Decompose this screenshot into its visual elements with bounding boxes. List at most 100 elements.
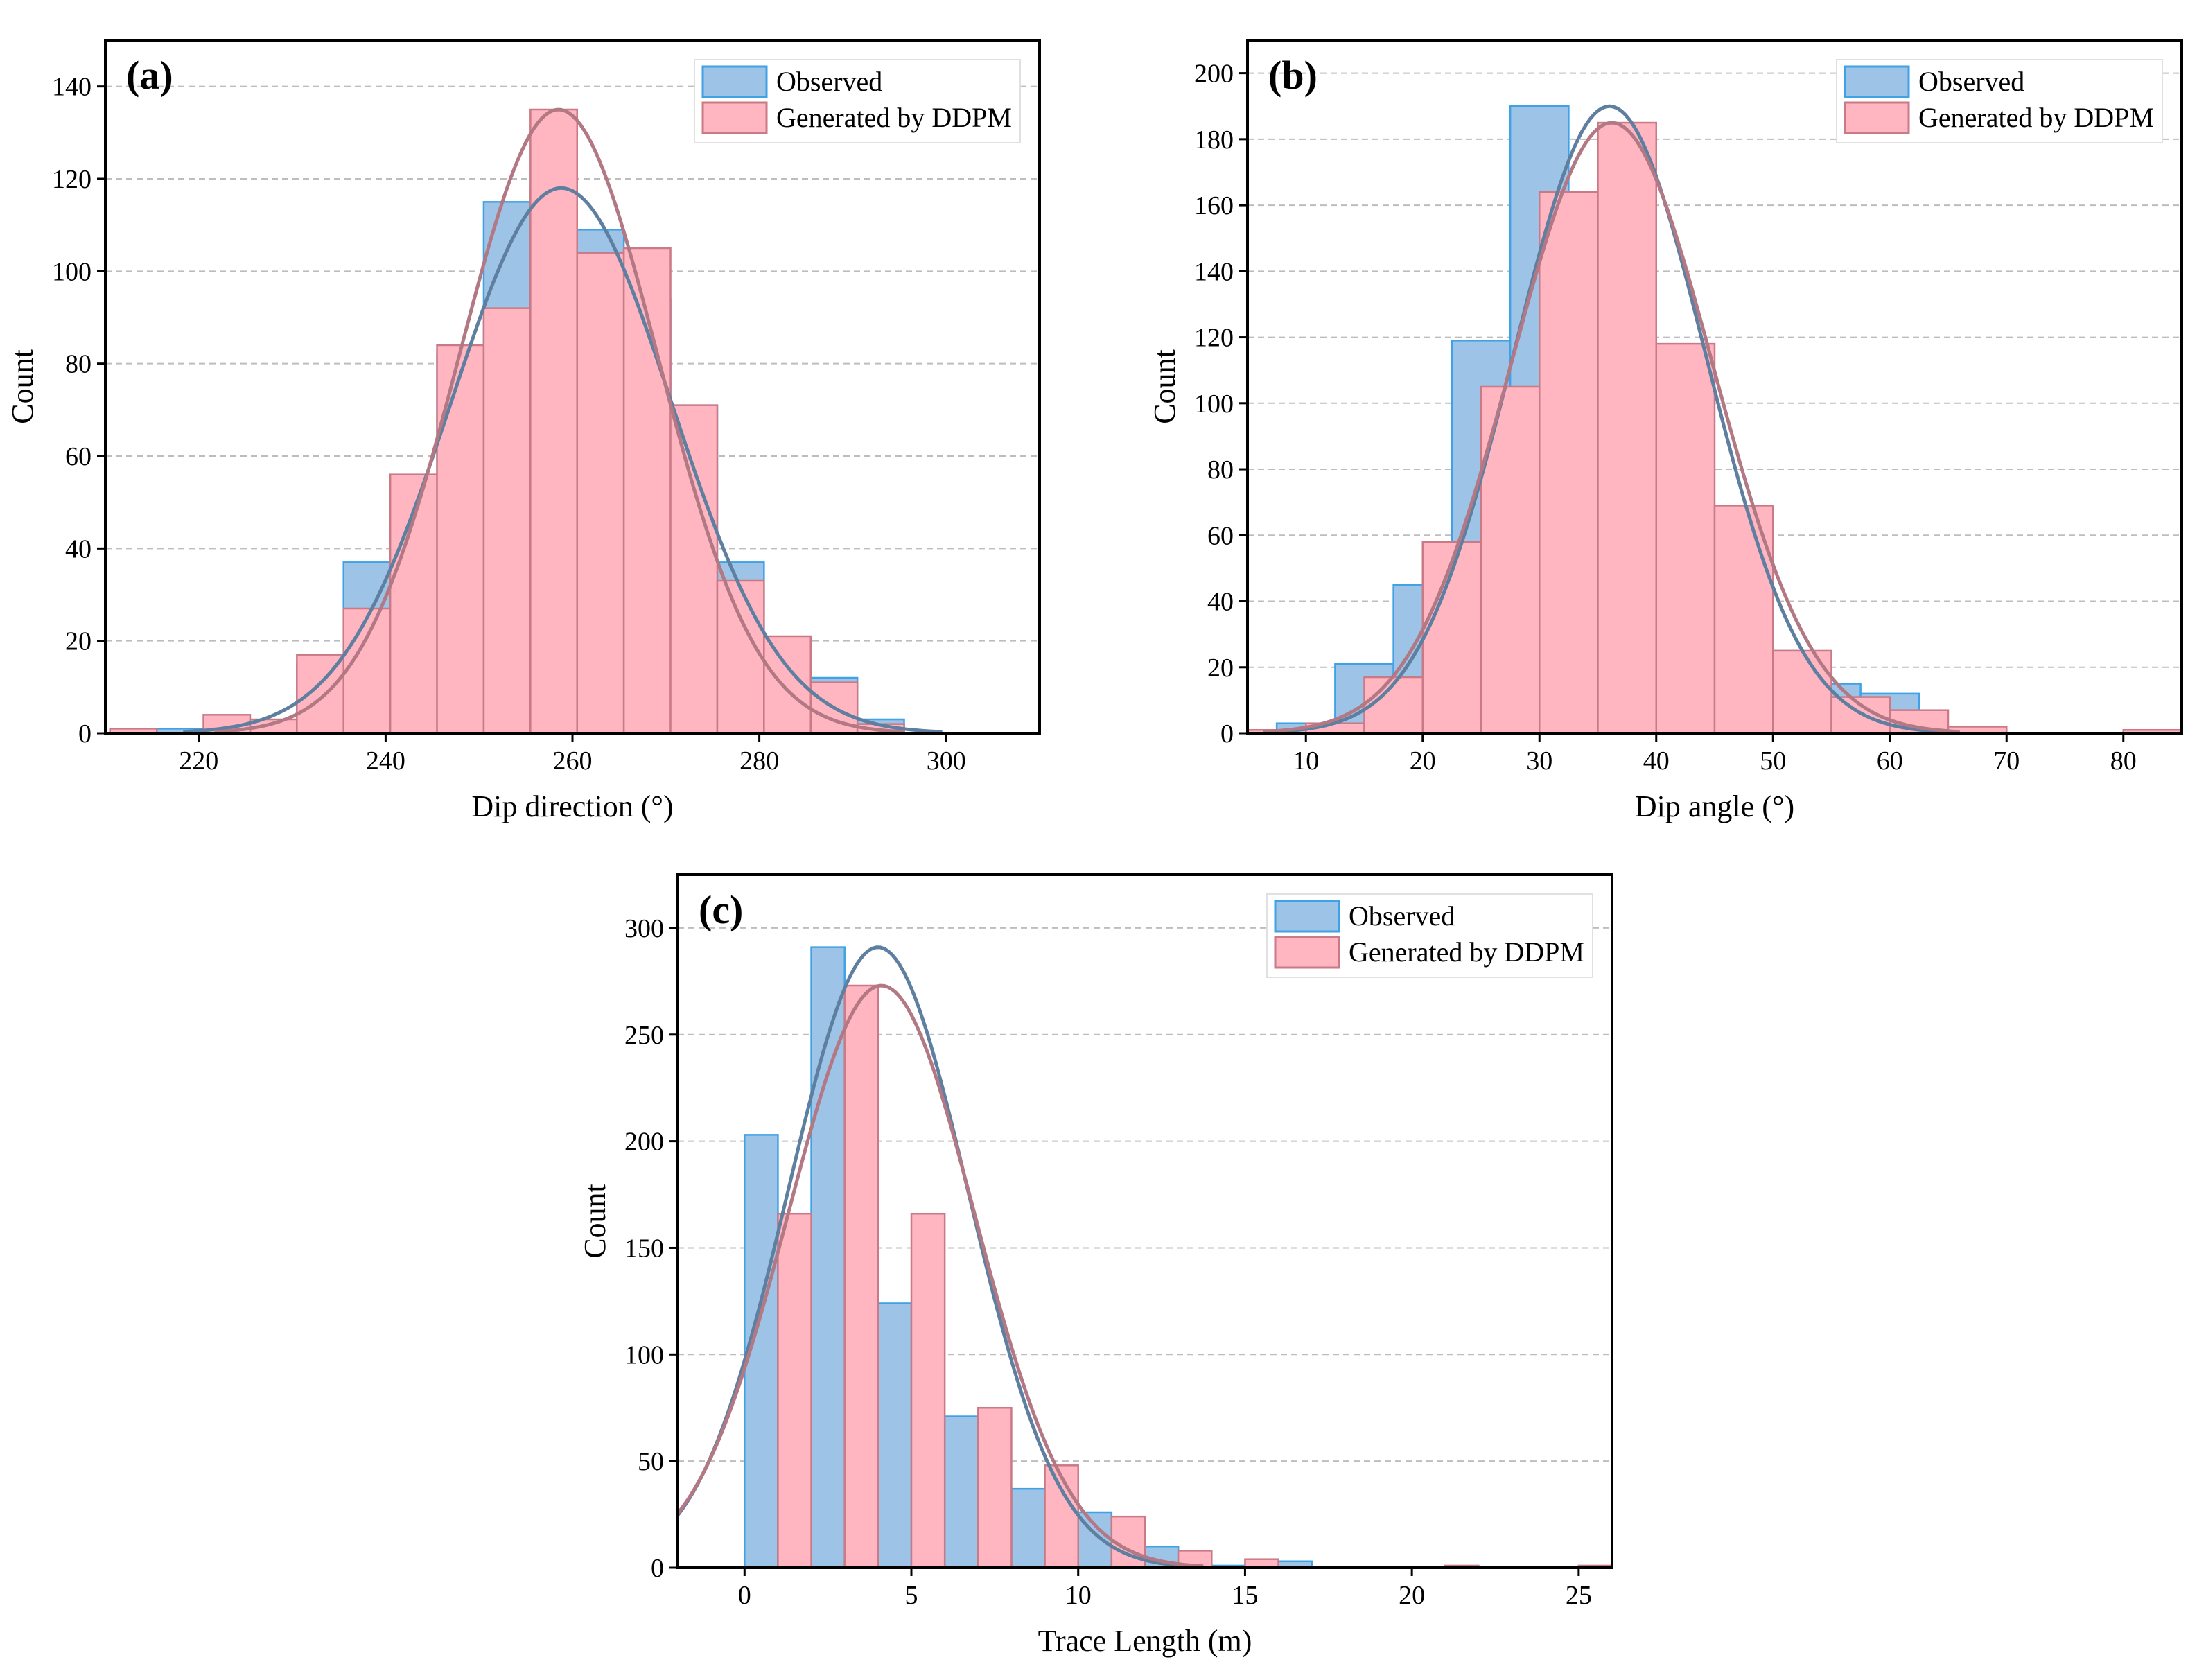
bar: [877, 1302, 913, 1569]
legend: Observed Generated by DDPM: [1836, 59, 2163, 143]
y-tick-label: 250: [624, 1021, 664, 1050]
legend-swatch: [701, 65, 768, 98]
plot-frame: [1246, 39, 2183, 735]
x-tick-label: 70: [1993, 746, 2020, 776]
y-tick-label: 120: [52, 165, 91, 194]
bar: [482, 307, 532, 735]
legend-label: Observed: [1918, 66, 2024, 97]
legend-swatch: [1844, 101, 1910, 134]
x-tick-label: 10: [1293, 746, 1319, 776]
legend: Observed Generated by DDPM: [1266, 893, 1593, 978]
y-tick-label: 50: [638, 1447, 664, 1476]
y-axis-label: Count: [578, 1184, 612, 1259]
x-tick-label: 5: [905, 1581, 918, 1610]
bar: [1539, 191, 1599, 735]
fit-curve-generated: [1263, 121, 1960, 734]
fit-curve-observed: [183, 186, 943, 734]
y-tick-label: 300: [624, 914, 664, 943]
bar: [342, 607, 392, 735]
x-axis-label: Trace Length (m): [1038, 1624, 1252, 1658]
legend-label: Observed: [1349, 900, 1455, 931]
series-generated: [777, 984, 1613, 1569]
x-tick-label: 15: [1232, 1581, 1258, 1610]
y-tick-label: 40: [1207, 588, 1234, 617]
series-generated: [1246, 121, 2183, 735]
bar: [1713, 505, 1774, 735]
fit-curve-observed: [676, 945, 1192, 1568]
legend-swatch: [701, 101, 768, 134]
bar: [716, 579, 765, 735]
bar: [669, 404, 719, 735]
y-tick-label: 80: [1207, 455, 1234, 484]
y-tick-label: 180: [1194, 125, 1234, 155]
y-axis-label: Count: [6, 349, 40, 424]
y-tick-label: 140: [52, 73, 91, 102]
legend-swatch: [1274, 900, 1340, 933]
bar: [810, 946, 846, 1569]
legend-swatch: [1274, 936, 1340, 969]
bar: [1010, 1487, 1046, 1569]
x-tick-label: 50: [1760, 746, 1786, 776]
x-tick-label: 20: [1399, 1581, 1425, 1610]
y-tick-label: 150: [624, 1234, 664, 1263]
bar: [1597, 121, 1657, 735]
bar: [843, 984, 879, 1569]
bar: [436, 344, 485, 735]
bar: [529, 108, 578, 735]
series-observed: [744, 946, 1313, 1569]
panel-label: (a): [126, 53, 173, 98]
chart-panel-1: 220 240 260 280 300 0 20 40 60 80 100 120 140 Dip dir…: [6, 39, 1041, 823]
fit-curve-observed: [1275, 104, 1945, 734]
fit-curve-generated: [676, 983, 1204, 1568]
bar: [977, 1406, 1013, 1569]
y-tick-label: 40: [65, 534, 91, 563]
y-tick-label: 80: [65, 350, 91, 379]
y-axis-label: Count: [1148, 349, 1182, 424]
y-tick-label: 60: [1207, 521, 1234, 550]
x-axis-label: Dip direction (°): [471, 789, 673, 823]
y-tick-label: 100: [52, 257, 91, 286]
legend-label: Generated by DDPM: [1349, 936, 1584, 968]
x-tick-label: 30: [1526, 746, 1552, 776]
bar: [1044, 1464, 1079, 1569]
y-tick-label: 0: [1220, 719, 1234, 749]
y-tick-label: 120: [1194, 324, 1234, 353]
bar: [910, 1212, 946, 1569]
x-tick-label: 280: [739, 746, 779, 776]
legend-label: Generated by DDPM: [1918, 102, 2154, 133]
bar: [777, 1212, 812, 1569]
panel-label: (b): [1268, 53, 1318, 98]
bar: [576, 252, 625, 735]
y-tick-label: 200: [624, 1128, 664, 1157]
chart-panel-2: 10 20 30 40 50 60 70 80 0 20 40 60 80 100 120 140 160 180…: [1148, 39, 2183, 823]
x-tick-label: 60: [1877, 746, 1903, 776]
plot-frame: [676, 873, 1613, 1569]
x-tick-label: 220: [179, 746, 218, 776]
y-tick-label: 0: [78, 719, 91, 749]
y-tick-label: 140: [1194, 257, 1234, 286]
y-tick-label: 160: [1194, 191, 1234, 220]
y-tick-label: 20: [1207, 654, 1234, 683]
y-tick-label: 20: [65, 627, 91, 656]
legend-swatch: [1844, 65, 1910, 98]
x-tick-label: 10: [1065, 1581, 1092, 1610]
x-tick-label: 80: [2110, 746, 2137, 776]
x-axis-label: Dip angle (°): [1635, 789, 1794, 823]
fit-curve-generated: [214, 107, 904, 734]
x-tick-label: 40: [1643, 746, 1670, 776]
x-tick-label: 260: [553, 746, 593, 776]
bar: [1655, 342, 1716, 735]
bar: [943, 1415, 979, 1569]
y-tick-label: 200: [1194, 60, 1234, 89]
y-tick-label: 100: [1194, 390, 1234, 419]
legend-label: Generated by DDPM: [776, 102, 1012, 133]
x-tick-label: 300: [927, 746, 966, 776]
panel-label: (c): [699, 887, 743, 932]
x-tick-label: 20: [1410, 746, 1436, 776]
legend: Observed Generated by DDPM: [694, 59, 1021, 143]
legend-label: Observed: [776, 66, 882, 97]
y-tick-label: 0: [651, 1554, 664, 1583]
x-tick-label: 240: [366, 746, 405, 776]
